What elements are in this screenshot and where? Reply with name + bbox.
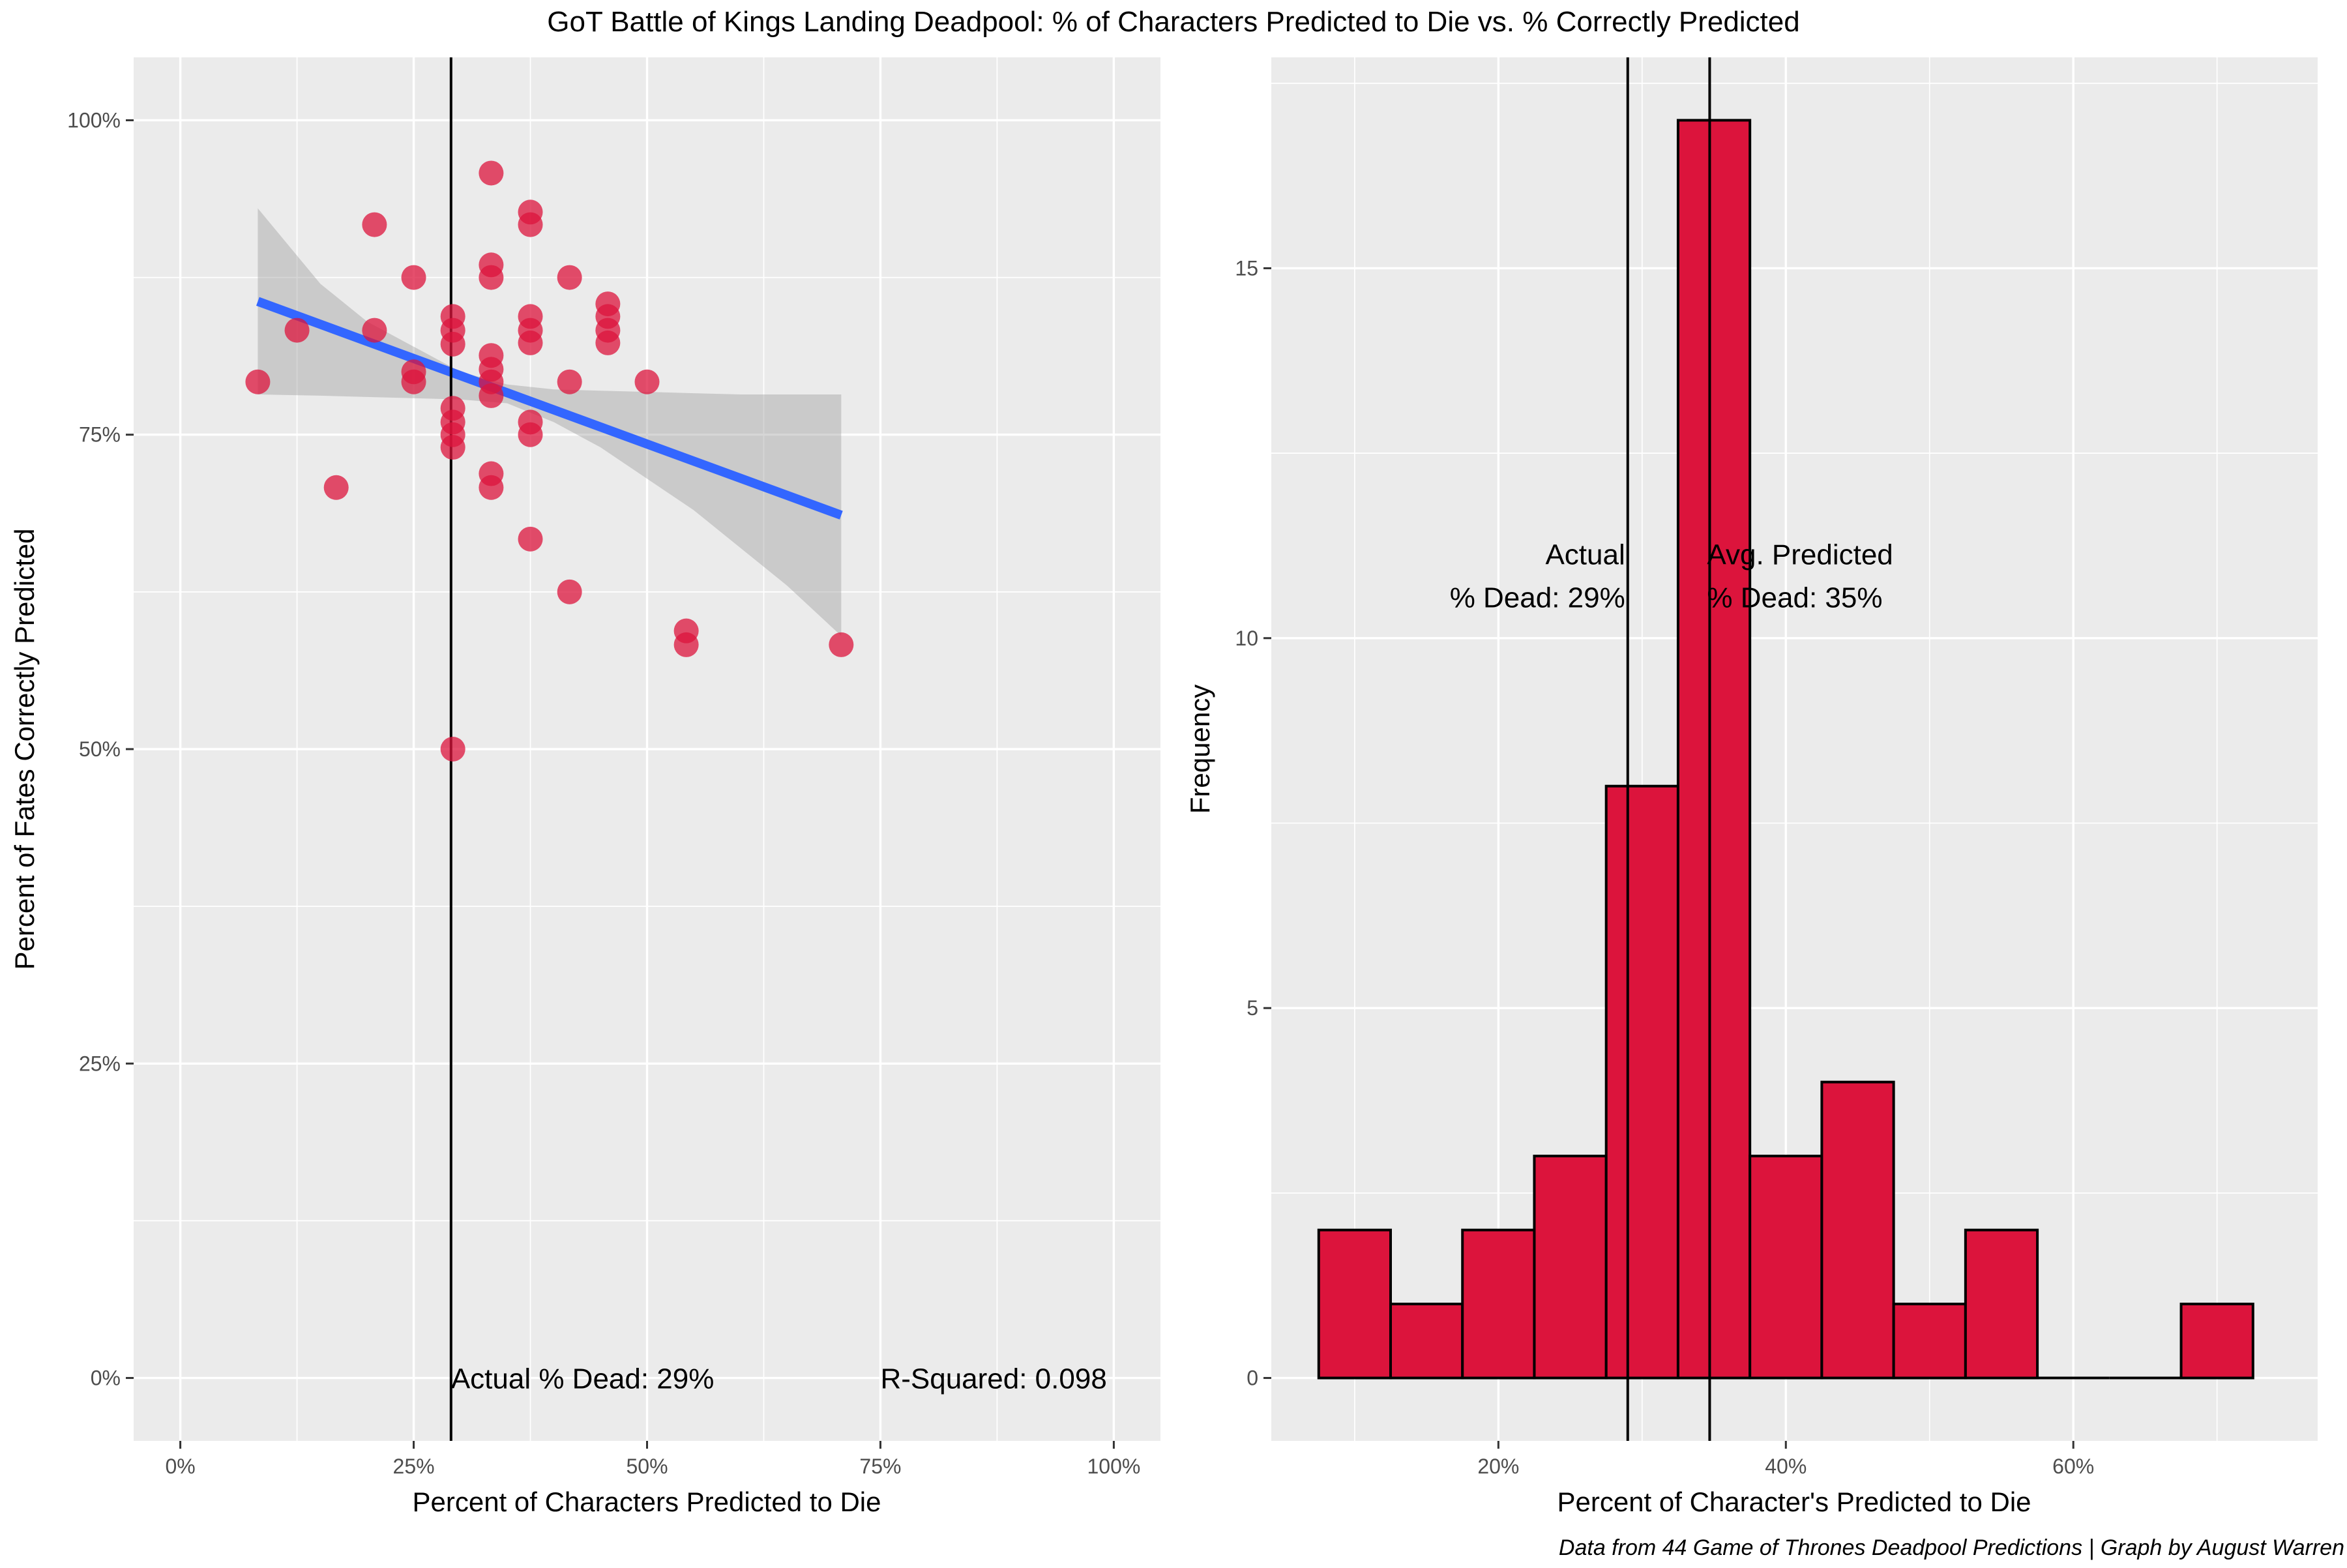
scatter-point [518,526,543,552]
histogram-y-tick-label: 5 [1247,996,1258,1020]
histogram-annotation-line: Actual [1545,539,1625,570]
scatter-x-axis-title: Percent of Characters Predicted to Die [412,1487,881,1517]
scatter-x-tick-label: 25% [393,1455,435,1478]
histogram-x-tick-label: 40% [1765,1455,1807,1478]
regression-line-group [256,297,843,520]
histogram-bar [1317,1228,1392,1380]
histogram-vlines [1626,57,1711,1441]
scatter-point [595,330,621,355]
histogram-bar [2179,1303,2254,1380]
histogram-annotation: Actual % Dead: 29% [1450,539,1625,614]
histogram-annotation-line: Avg. Predicted [1707,539,1893,570]
histogram-bar [1461,1228,1536,1380]
histogram-bar [1604,784,1679,1380]
scatter-x-tick-label: 75% [859,1455,901,1478]
histogram-y-tick-label: 15 [1235,256,1258,280]
scatter-x-tick-label: 100% [1087,1455,1140,1478]
scatter-point [440,331,465,357]
scatter-panel: Actual % Dead: 29% R-Squared: 0.098 0% 25%… [9,57,1160,1517]
confidence-band [258,208,842,636]
scatter-point [284,318,310,343]
scatter-point [673,632,699,657]
histogram-annotations: Actual % Dead: 29% Avg. Predicted % Dead: 3… [1450,539,1893,614]
histogram-bar [1533,1155,1608,1380]
histogram-bar [1389,1303,1464,1380]
histogram-gridlines [1271,57,2318,1441]
scatter-point [323,475,349,500]
scatter-annotations: Actual % Dead: 29% R-Squared: 0.098 [451,1363,1107,1395]
figure-caption: Data from 44 Game of Thrones Deadpool Pr… [1559,1535,2344,1560]
scatter-point [518,330,543,355]
histogram-x-axis-title: Percent of Character's Predicted to Die [1557,1487,2031,1517]
scatter-point [362,212,387,237]
scatter-point [557,369,582,394]
scatter-point [557,265,582,290]
histogram-y-tick-label: 0 [1247,1367,1258,1390]
scatter-point [829,632,854,657]
scatter-ticks: 0% 25% 50% 75% 100% 0% 25% 50% 75% 100% [67,108,1140,1478]
scatter-point [518,212,543,237]
scatter-y-tick-label: 25% [79,1052,121,1075]
histogram-bar [1749,1155,1823,1380]
histogram-bar [1892,1303,1967,1380]
scatter-point [401,265,426,290]
histogram-y-axis-title: Frequency [1185,685,1215,814]
scatter-point [557,579,582,604]
scatter-annotation: R-Squared: 0.098 [880,1363,1106,1395]
scatter-point [401,369,426,394]
scatter-point [479,160,504,186]
confidence-ribbon [258,208,842,636]
scatter-point [479,383,504,408]
scatter-points [245,160,854,762]
histogram-panel: Actual % Dead: 29% Avg. Predicted % Dead: 3… [1185,57,2318,1517]
figure-title: GoT Battle of Kings Landing Deadpool: % … [547,6,1799,38]
scatter-point [362,318,387,343]
histogram-bar [1676,119,1752,1380]
scatter-point [440,435,465,460]
histogram-bars [1317,119,2254,1380]
histogram-x-tick-label: 20% [1477,1455,1519,1478]
histogram-annotation: Avg. Predicted % Dead: 35% [1707,539,1893,614]
scatter-gridlines [134,57,1160,1441]
regression-line [256,297,843,520]
histogram-y-tick-label: 10 [1235,627,1258,650]
scatter-x-tick-label: 50% [626,1455,668,1478]
scatter-y-tick-label: 50% [79,737,121,761]
scatter-y-tick-label: 100% [67,108,121,132]
histogram-bar [1820,1080,1895,1380]
scatter-annotation: Actual % Dead: 29% [451,1363,715,1395]
histogram-ticks: 20% 40% 60% 0 5 10 15 [1235,256,2094,1478]
scatter-point [479,265,504,290]
histogram-annotation-line: % Dead: 35% [1707,582,1882,614]
scatter-point [479,475,504,500]
scatter-point [518,422,543,447]
histogram-annotation-line: % Dead: 29% [1450,582,1625,614]
scatter-y-axis-title: Percent of Fates Correctly Predicted [9,529,40,970]
scatter-x-tick-label: 0% [165,1455,195,1478]
histogram-bar [1964,1228,2039,1380]
scatter-y-tick-label: 75% [79,423,121,447]
scatter-y-tick-label: 0% [91,1367,121,1390]
scatter-point [245,369,271,394]
histogram-x-tick-label: 60% [2052,1455,2094,1478]
scatter-point [440,737,465,762]
scatter-point [634,369,660,394]
